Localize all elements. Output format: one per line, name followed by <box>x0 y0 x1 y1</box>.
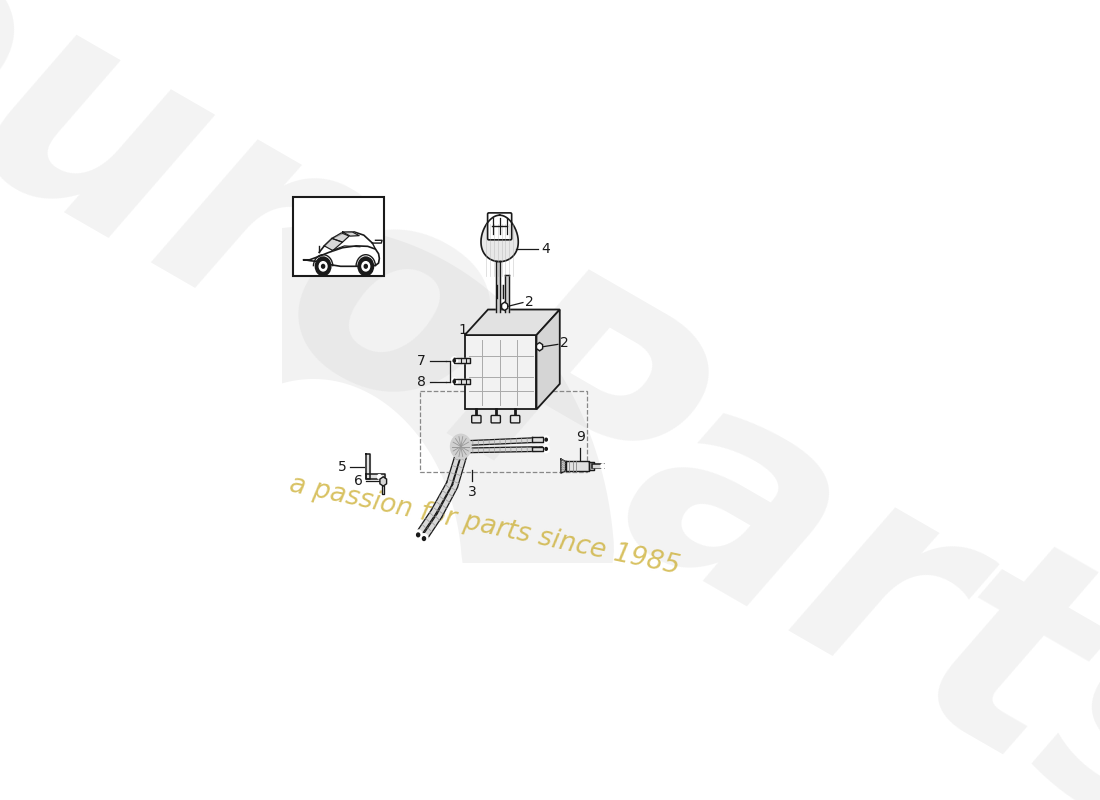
Text: 1: 1 <box>459 322 468 337</box>
Circle shape <box>538 345 541 349</box>
Circle shape <box>417 533 420 537</box>
Polygon shape <box>531 438 543 442</box>
FancyBboxPatch shape <box>472 415 481 423</box>
Circle shape <box>362 262 370 271</box>
Polygon shape <box>416 510 436 537</box>
Polygon shape <box>537 310 560 410</box>
Bar <box>420 391 587 472</box>
Polygon shape <box>496 285 503 298</box>
Text: 8: 8 <box>417 374 426 389</box>
Polygon shape <box>470 438 547 446</box>
Circle shape <box>321 265 324 268</box>
Circle shape <box>319 262 327 271</box>
Circle shape <box>364 265 367 268</box>
Polygon shape <box>422 514 441 541</box>
Circle shape <box>543 446 549 453</box>
Text: 3: 3 <box>469 485 476 499</box>
Circle shape <box>453 359 455 362</box>
Polygon shape <box>452 455 466 487</box>
FancyBboxPatch shape <box>464 335 537 410</box>
Polygon shape <box>379 477 386 486</box>
Circle shape <box>601 464 605 469</box>
Polygon shape <box>454 358 470 363</box>
Polygon shape <box>481 215 518 262</box>
FancyBboxPatch shape <box>487 213 512 240</box>
Polygon shape <box>496 261 499 312</box>
Text: 2: 2 <box>525 294 533 309</box>
Circle shape <box>544 438 548 441</box>
Polygon shape <box>324 238 342 250</box>
Circle shape <box>453 380 455 383</box>
Polygon shape <box>561 459 565 473</box>
Polygon shape <box>537 342 542 351</box>
Polygon shape <box>470 446 547 453</box>
Circle shape <box>316 257 331 276</box>
Circle shape <box>420 534 428 543</box>
Circle shape <box>415 530 422 539</box>
Circle shape <box>377 474 382 479</box>
Circle shape <box>422 537 426 541</box>
Polygon shape <box>464 310 560 335</box>
Polygon shape <box>332 233 349 242</box>
Polygon shape <box>366 454 370 479</box>
Polygon shape <box>454 378 470 384</box>
Text: 2: 2 <box>560 337 569 350</box>
Polygon shape <box>382 486 384 494</box>
Text: 6: 6 <box>354 474 363 489</box>
Text: 5: 5 <box>339 459 348 474</box>
Circle shape <box>451 434 471 458</box>
Text: a passion for parts since 1985: a passion for parts since 1985 <box>287 471 682 580</box>
Circle shape <box>451 378 458 386</box>
Polygon shape <box>342 232 360 236</box>
Polygon shape <box>437 484 458 517</box>
Circle shape <box>544 447 548 450</box>
FancyBboxPatch shape <box>491 415 501 423</box>
Polygon shape <box>502 302 508 310</box>
Text: 7: 7 <box>417 354 426 368</box>
Polygon shape <box>565 462 588 470</box>
Circle shape <box>451 357 458 364</box>
Circle shape <box>358 257 374 276</box>
Circle shape <box>503 304 506 308</box>
Polygon shape <box>531 446 543 451</box>
Bar <box>294 197 384 276</box>
Text: 4: 4 <box>541 242 550 256</box>
Polygon shape <box>505 274 509 312</box>
Polygon shape <box>588 462 594 470</box>
Polygon shape <box>431 482 451 514</box>
Circle shape <box>543 436 549 443</box>
FancyBboxPatch shape <box>510 415 520 423</box>
Polygon shape <box>447 454 460 485</box>
Polygon shape <box>366 474 385 479</box>
Text: 9: 9 <box>576 430 585 444</box>
